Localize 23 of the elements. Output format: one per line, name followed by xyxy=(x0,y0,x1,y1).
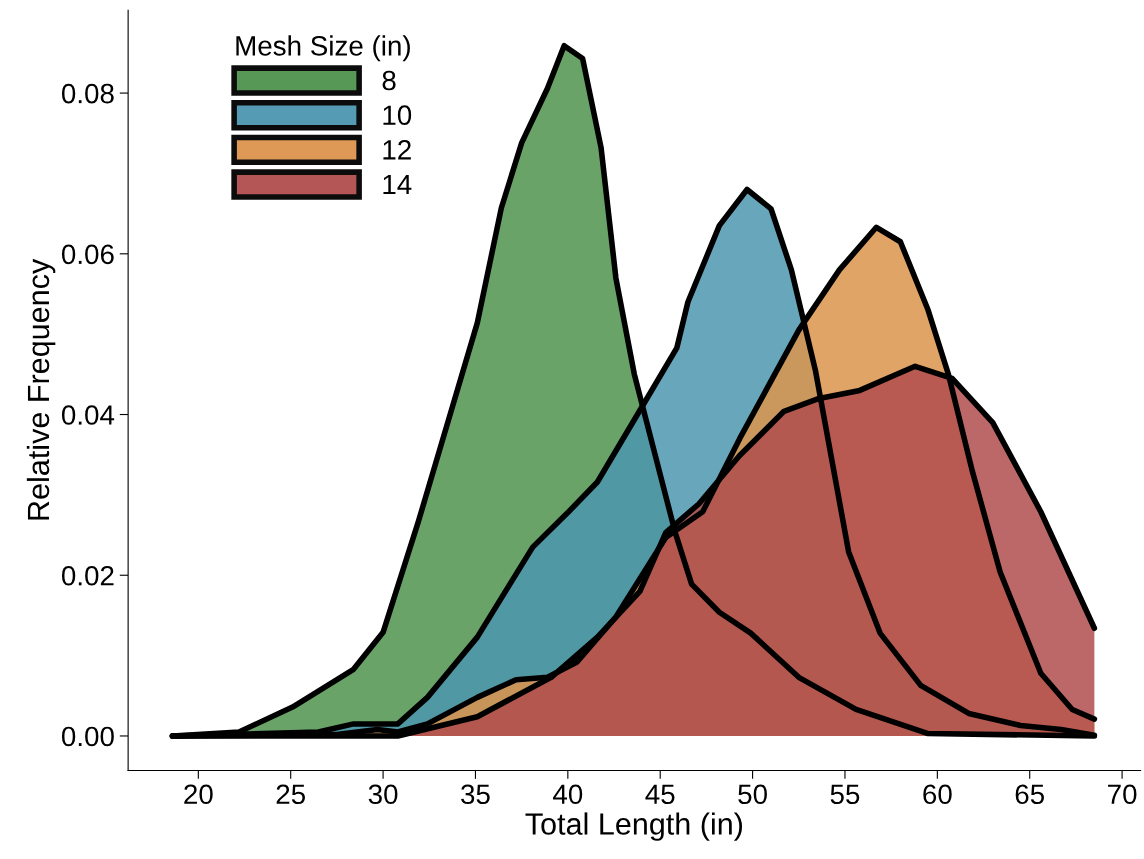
y-axis-title: Relative Frequency xyxy=(26,258,56,520)
x-tick-label: 20 xyxy=(184,784,213,805)
y-tick-label: 0.04 xyxy=(61,405,115,425)
legend-title: Mesh Size (in) xyxy=(236,35,410,62)
x-tick-label: 30 xyxy=(368,784,398,805)
legend-label: 14 xyxy=(383,174,412,195)
y-tick-label: 0.08 xyxy=(61,83,114,104)
x-tick-label: 45 xyxy=(645,784,675,805)
x-tick-label: 55 xyxy=(830,784,860,805)
x-tick-label: 40 xyxy=(553,784,583,805)
x-tick-label: 60 xyxy=(923,784,952,805)
y-tick-label: 0.02 xyxy=(61,565,114,586)
x-axis-title: Total Length (in) xyxy=(525,812,743,841)
y-tick-label: 0.00 xyxy=(61,726,114,747)
y-tick-label: 0.06 xyxy=(61,244,114,265)
x-tick-label: 25 xyxy=(276,784,305,805)
x-tick-label: 65 xyxy=(1015,784,1044,805)
x-tick-label: 35 xyxy=(461,784,490,805)
legend-label: 8 xyxy=(382,70,396,91)
x-tick-label: 50 xyxy=(738,784,767,805)
legend-label: 10 xyxy=(383,105,412,126)
x-tick-label: 70 xyxy=(1108,784,1137,805)
legend-label: 12 xyxy=(383,140,411,160)
